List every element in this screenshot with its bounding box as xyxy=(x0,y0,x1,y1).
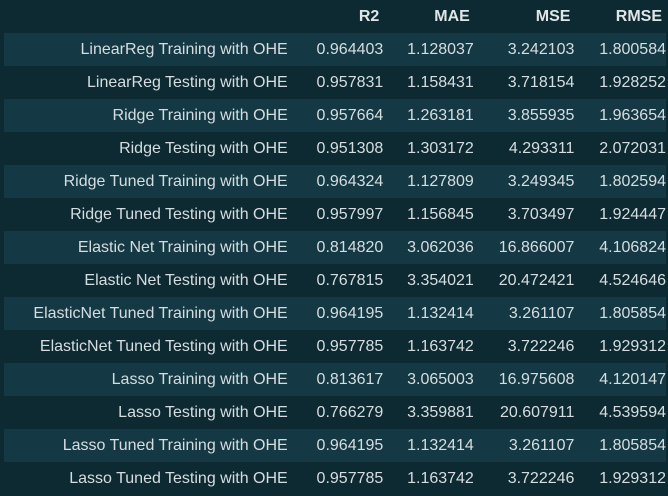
table-row: Lasso Testing with OHE 0.766279 3.359881… xyxy=(4,396,666,429)
cell-rmse: 4.106824 xyxy=(599,238,666,256)
cell-mae: 3.354021 xyxy=(407,271,474,289)
cell-r2: 0.813617 xyxy=(316,370,384,388)
row-label: Lasso Tuned Testing with OHE xyxy=(69,469,288,487)
table-row: Lasso Training with OHE 0.813617 3.06500… xyxy=(4,363,666,396)
cell-mse: 20.472421 xyxy=(498,271,575,289)
cell-mae: 1.128037 xyxy=(407,40,474,58)
table-row: LinearReg Training with OHE 0.964403 1.1… xyxy=(4,33,666,66)
cell-r2: 0.814820 xyxy=(316,238,384,256)
cell-r2: 0.957785 xyxy=(316,469,384,487)
row-label: LinearReg Training with OHE xyxy=(80,40,288,58)
cell-r2: 0.957785 xyxy=(316,337,384,355)
cell-r2: 0.964195 xyxy=(316,436,384,454)
cell-mse: 3.722246 xyxy=(507,469,575,487)
cell-r2: 0.951308 xyxy=(316,139,384,157)
metrics-table: R2 MAE MSE RMSE LinearReg Training with … xyxy=(4,0,666,495)
cell-mse: 3.261107 xyxy=(508,304,575,322)
row-label: Ridge Testing with OHE xyxy=(119,139,288,157)
column-header-rmse: RMSE xyxy=(574,0,666,33)
row-label: Elastic Net Testing with OHE xyxy=(84,271,288,289)
cell-mse: 20.607911 xyxy=(499,403,575,421)
cell-rmse: 4.539594 xyxy=(599,403,666,421)
table-row: Elastic Net Testing with OHE 0.767815 3.… xyxy=(4,264,666,297)
row-label: LinearReg Testing with OHE xyxy=(87,73,288,91)
table-row: LinearReg Testing with OHE 0.957831 1.15… xyxy=(4,66,666,99)
cell-mse: 3.261107 xyxy=(508,436,575,454)
row-label: Ridge Tuned Training with OHE xyxy=(63,172,288,190)
cell-rmse: 4.120147 xyxy=(599,370,666,388)
table-header: R2 MAE MSE RMSE xyxy=(4,0,666,33)
cell-mse: 16.975608 xyxy=(498,370,575,388)
cell-mae: 1.163742 xyxy=(407,337,474,355)
cell-r2: 0.964324 xyxy=(316,172,384,190)
cell-mse: 3.703497 xyxy=(507,205,575,223)
cell-r2: 0.957664 xyxy=(316,106,384,124)
cell-mae: 1.132414 xyxy=(407,436,474,454)
cell-mae: 1.158431 xyxy=(407,73,474,91)
cell-mse: 16.866007 xyxy=(498,238,575,256)
cell-mae: 1.132414 xyxy=(407,304,474,322)
table-row: Ridge Tuned Training with OHE 0.964324 1… xyxy=(4,165,666,198)
cell-r2: 0.957831 xyxy=(316,73,384,91)
column-header-mse: MSE xyxy=(473,0,575,33)
cell-rmse: 1.929312 xyxy=(599,337,666,355)
cell-rmse: 2.072031 xyxy=(599,139,666,157)
row-label: Ridge Training with OHE xyxy=(112,106,288,124)
cell-rmse: 1.802594 xyxy=(599,172,666,190)
cell-mae: 1.303172 xyxy=(407,139,474,157)
cell-mae: 1.156845 xyxy=(407,205,474,223)
cell-rmse: 1.963654 xyxy=(599,106,666,124)
table-row: Lasso Tuned Testing with OHE 0.957785 1.… xyxy=(4,462,666,495)
row-label: Lasso Training with OHE xyxy=(111,370,288,388)
table-row: ElasticNet Tuned Training with OHE 0.964… xyxy=(4,297,666,330)
header-row: R2 MAE MSE RMSE xyxy=(4,0,666,33)
table-body: LinearReg Training with OHE 0.964403 1.1… xyxy=(4,33,666,495)
cell-rmse: 1.805854 xyxy=(599,304,666,322)
table-row: Elastic Net Training with OHE 0.814820 3… xyxy=(4,231,666,264)
row-label: ElasticNet Tuned Testing with OHE xyxy=(39,337,288,355)
cell-rmse: 4.524646 xyxy=(599,271,666,289)
row-label: Ridge Tuned Testing with OHE xyxy=(70,205,288,223)
cell-mae: 1.127809 xyxy=(407,172,474,190)
table-row: Ridge Testing with OHE 0.951308 1.303172… xyxy=(4,132,666,165)
cell-r2: 0.767815 xyxy=(316,271,384,289)
cell-mse: 3.249345 xyxy=(507,172,575,190)
table-row: Ridge Training with OHE 0.957664 1.26318… xyxy=(4,99,666,132)
table-row: Ridge Tuned Testing with OHE 0.957997 1.… xyxy=(4,198,666,231)
cell-mae: 1.263181 xyxy=(407,106,474,124)
cell-rmse: 1.924447 xyxy=(599,205,666,223)
table-row: ElasticNet Tuned Testing with OHE 0.9577… xyxy=(4,330,666,363)
column-header-mae: MAE xyxy=(383,0,474,33)
cell-mse: 3.855935 xyxy=(507,106,575,124)
cell-mse: 3.718154 xyxy=(507,73,575,91)
row-label: Lasso Testing with OHE xyxy=(118,403,288,421)
index-header xyxy=(4,0,292,33)
cell-mae: 3.062036 xyxy=(407,238,474,256)
cell-r2: 0.957997 xyxy=(316,205,384,223)
cell-rmse: 1.805854 xyxy=(599,436,666,454)
row-label: Elastic Net Training with OHE xyxy=(77,238,288,256)
cell-mse: 3.722246 xyxy=(507,337,575,355)
cell-mse: 3.242103 xyxy=(507,40,575,58)
cell-r2: 0.964403 xyxy=(316,40,384,58)
cell-rmse: 1.800584 xyxy=(599,40,666,58)
cell-r2: 0.766279 xyxy=(316,403,384,421)
cell-rmse: 1.929312 xyxy=(599,469,666,487)
column-header-r2: R2 xyxy=(291,0,384,33)
row-label: Lasso Tuned Training with OHE xyxy=(62,436,288,454)
cell-mae: 3.359881 xyxy=(407,403,474,421)
cell-mae: 1.163742 xyxy=(407,469,474,487)
cell-mse: 4.293311 xyxy=(508,139,575,157)
table-row: Lasso Tuned Training with OHE 0.964195 1… xyxy=(4,429,666,462)
cell-r2: 0.964195 xyxy=(316,304,384,322)
row-label: ElasticNet Tuned Training with OHE xyxy=(33,304,288,322)
cell-rmse: 1.928252 xyxy=(599,73,666,91)
cell-mae: 3.065003 xyxy=(407,370,474,388)
